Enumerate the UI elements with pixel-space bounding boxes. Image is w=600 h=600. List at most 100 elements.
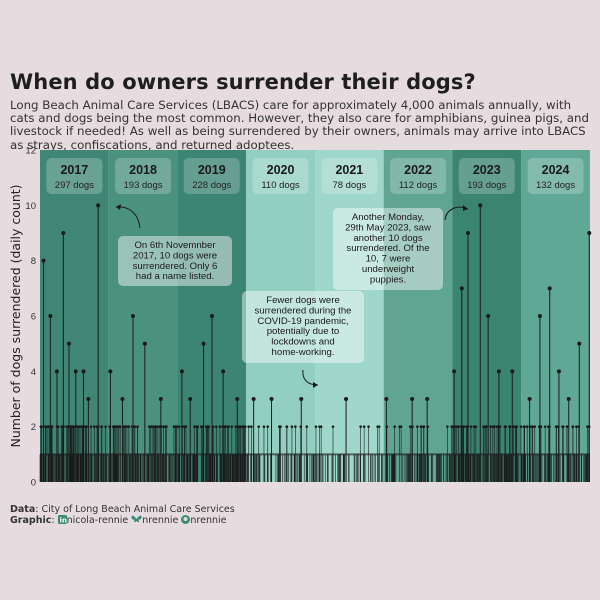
peak-dot: [344, 397, 349, 401]
page-title: When do owners surrender their dogs?: [10, 70, 476, 94]
y-axis: 0 2 4 6 8 10 12 Number of dogs surrendered (dai…: [8, 146, 36, 489]
year-label-2017: 2017 297 dogs: [46, 158, 103, 194]
peak-dot: [496, 369, 501, 374]
daily-dot: [60, 425, 64, 428]
year-label-year: 2024: [542, 163, 570, 177]
year-label-year: 2017: [60, 163, 88, 177]
year-label-year: 2019: [198, 163, 226, 177]
daily-dot: [148, 425, 151, 428]
daily-dot: [93, 425, 96, 428]
daily-dot: [575, 425, 578, 428]
year-label-total: 78 dogs: [332, 180, 366, 191]
arrowhead: [313, 382, 318, 388]
peak-dot: [108, 369, 113, 374]
peak-dot: [158, 397, 163, 401]
peak-dot: [210, 314, 215, 318]
daily-dot: [377, 425, 381, 428]
daily-dot: [193, 425, 196, 428]
daily-dot: [555, 425, 558, 428]
peak-dot: [556, 369, 561, 374]
peak-dot: [142, 341, 147, 346]
daily-dot: [215, 425, 218, 428]
year-label-total: 110 dogs: [261, 180, 300, 191]
daily-dot: [122, 425, 125, 428]
daily-dot: [262, 425, 266, 428]
daily-dot: [247, 425, 250, 428]
year-label-total: 132 dogs: [536, 180, 575, 191]
daily-dot: [127, 425, 131, 428]
peak-dot: [81, 369, 86, 374]
y-tick-label: 0: [31, 478, 36, 489]
year-label-year: 2022: [404, 163, 432, 177]
daily-dot: [89, 425, 93, 428]
daily-dot: [522, 425, 526, 428]
daily-dot: [393, 425, 396, 428]
y-tick-label: 4: [31, 367, 36, 378]
daily-dot: [196, 425, 200, 428]
daily-dot: [416, 425, 419, 428]
linkedin-handle[interactable]: nicola-rennie: [66, 515, 129, 526]
year-label-box: [115, 158, 172, 194]
peak-dot: [459, 286, 464, 291]
peak-dot: [425, 397, 430, 401]
year-label-2022: 2022 112 dogs: [390, 158, 447, 194]
y-tick-label: 2: [31, 422, 36, 433]
daily-dot: [125, 425, 129, 428]
daily-dot: [79, 425, 83, 428]
daily-dot: [314, 425, 318, 428]
linkedin-icon: in: [57, 515, 67, 527]
annotations: On 6th Novemnber 2017, 10 dogs were surren…: [115, 204, 469, 388]
peak-dot: [510, 369, 515, 374]
year-label-total: 297 dogs: [55, 180, 94, 191]
daily-dot: [290, 425, 294, 428]
peak-dot: [577, 341, 582, 346]
peak-dot: [547, 286, 552, 291]
daily-dot: [543, 425, 547, 428]
peak-dot: [466, 231, 471, 235]
arrowhead: [463, 205, 468, 211]
daily-dot: [367, 425, 370, 428]
peak-dot: [251, 397, 256, 401]
daily-dot: [491, 425, 495, 428]
peak-dot: [235, 397, 240, 401]
y-tick-label: 8: [31, 256, 36, 267]
daily-dot: [136, 425, 139, 428]
year-label-total: 228 dogs: [192, 180, 231, 191]
daily-dot: [266, 425, 270, 428]
peak-dot: [48, 314, 53, 318]
daily-dot: [422, 425, 426, 428]
github-icon: [181, 515, 191, 527]
daily-dot: [472, 425, 476, 428]
daily-dot: [561, 425, 565, 428]
daily-dot: [305, 425, 309, 428]
daily-dot: [331, 425, 335, 428]
daily-dot: [70, 425, 73, 428]
year-label-year: 2023: [473, 163, 501, 177]
peak-dot: [452, 369, 457, 374]
peak-dot: [179, 369, 184, 374]
daily-dot: [153, 425, 156, 428]
daily-dot: [238, 425, 242, 428]
year-label-2024: 2024 132 dogs: [527, 158, 584, 194]
peak-dot: [221, 369, 226, 374]
peak-dot: [566, 397, 571, 401]
daily-dot: [525, 425, 529, 428]
daily-dot: [75, 425, 79, 428]
annotation-3: Another Monday, 29th May 2023, saw another…: [333, 208, 443, 290]
bluesky-icon: [131, 515, 142, 527]
daily-dot: [399, 425, 403, 428]
y-tick-label: 12: [25, 146, 36, 157]
peak-dot: [73, 369, 78, 374]
daily-dot: [104, 425, 107, 428]
annotation-box: [118, 236, 232, 286]
daily-dot: [230, 425, 234, 428]
bluesky-handle[interactable]: nrennie: [142, 515, 179, 526]
year-label-total: 112 dogs: [399, 180, 438, 191]
daily-dot: [530, 425, 534, 428]
peak-dot: [384, 397, 389, 401]
daily-dot: [285, 425, 289, 428]
peak-dot: [486, 314, 491, 318]
github-handle[interactable]: nrennie: [190, 515, 227, 526]
daily-dot: [157, 425, 161, 428]
year-label-box: [390, 158, 447, 194]
